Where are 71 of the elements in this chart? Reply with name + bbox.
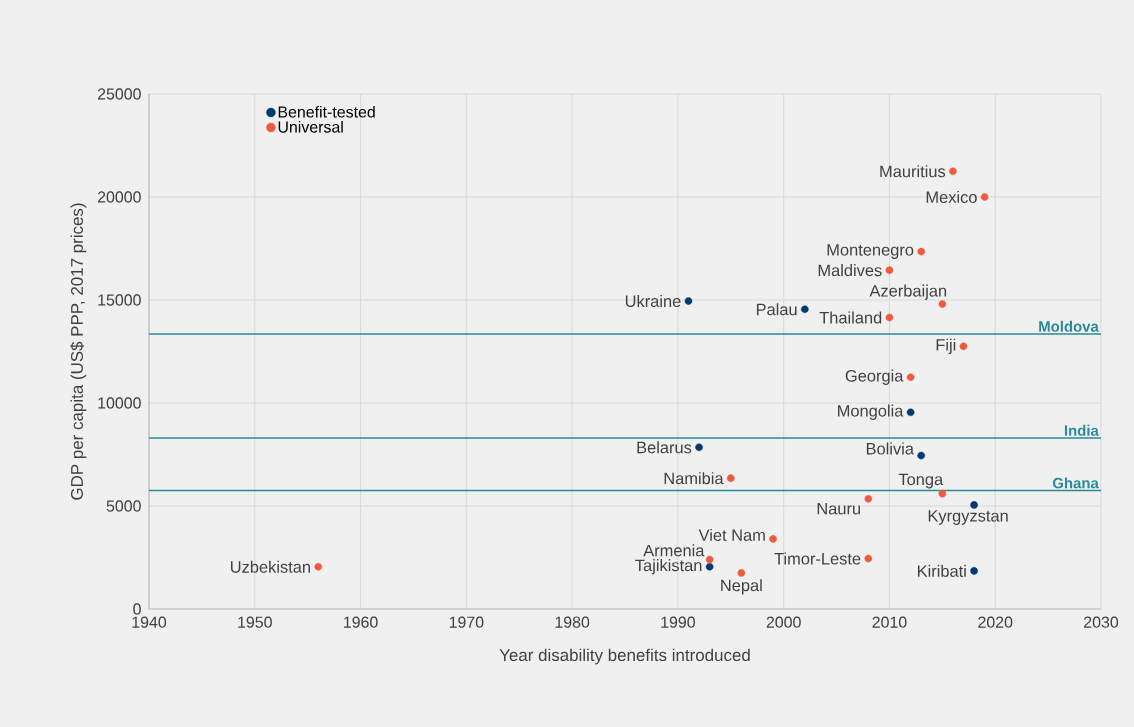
- point: [885, 313, 894, 322]
- point: [885, 266, 894, 274]
- annotation: Fiji: [936, 338, 956, 354]
- point: [917, 451, 925, 460]
- annotation: Georgia: [845, 369, 904, 385]
- point: [938, 489, 947, 498]
- point: [949, 167, 957, 176]
- point: [705, 562, 714, 571]
- x-tick-label: 1940: [132, 616, 167, 628]
- x-tick-label: 1980: [555, 616, 590, 628]
- y-tick-label: 20000: [97, 191, 141, 203]
- point: [726, 474, 735, 482]
- annotation: Belarus: [637, 441, 692, 454]
- annotation: Tajikistan: [635, 559, 702, 575]
- x-tick-label: 2030: [1084, 616, 1119, 628]
- x-tick-label: 1990: [661, 616, 695, 628]
- annotation: Tonga: [898, 473, 944, 489]
- annotation: Montenegro: [827, 244, 914, 259]
- y-tick-label: 5000: [106, 500, 141, 512]
- point: [864, 554, 873, 563]
- x-tick-label: 2010: [872, 616, 907, 628]
- legend-label: Benefit-tested: [278, 105, 375, 118]
- point: [970, 501, 978, 509]
- annotation: Azerbaijan: [869, 284, 947, 300]
- x-tick-label: 1970: [449, 616, 484, 628]
- annotation: Namibia: [664, 472, 724, 485]
- point: [314, 562, 323, 571]
- x-axis-title: Year disability benefits introduced: [499, 648, 750, 665]
- point: [737, 569, 746, 577]
- annotation: Nepal: [721, 579, 762, 595]
- ref-line-label: Ghana: [1052, 477, 1099, 489]
- annotation: Kiribati: [917, 564, 966, 577]
- annotation: Thailand: [819, 311, 882, 324]
- annotation: Ukraine: [625, 295, 681, 308]
- point: [959, 342, 968, 351]
- point: [864, 494, 873, 503]
- x-tick-label: 2020: [978, 616, 1013, 628]
- point: [906, 373, 915, 382]
- x-tick-label: 1960: [344, 616, 378, 628]
- y-tick-label: 10000: [98, 397, 141, 409]
- point: [906, 408, 915, 417]
- annotation: Kyrgyzstan: [928, 510, 1008, 525]
- point: [970, 567, 978, 575]
- annotation: Palau: [756, 303, 797, 316]
- y-axis-title: GDP per capita (US$ PPP, 2017 prices): [70, 203, 87, 500]
- annotation: Mexico: [926, 190, 977, 204]
- annotation: Mauritius: [880, 165, 946, 178]
- x-tick-label: 2000: [766, 616, 801, 628]
- legend-label: Universal: [278, 120, 343, 133]
- point: [980, 193, 989, 201]
- point: [917, 247, 925, 256]
- point: [801, 305, 809, 314]
- ref-line-label: India: [1064, 424, 1099, 436]
- annotation: Bolivia: [866, 442, 914, 455]
- point: [684, 297, 693, 305]
- point: [938, 300, 947, 308]
- point: [705, 555, 714, 564]
- y-tick-label: 15000: [98, 294, 141, 306]
- annotation: Maldives: [818, 264, 882, 277]
- annotation: Armenia: [643, 544, 705, 557]
- x-tick-label: 1950: [238, 616, 272, 628]
- y-tick-label: 0: [133, 603, 141, 615]
- annotation: Uzbekistan: [231, 560, 310, 573]
- ref-line-label: Moldova: [1039, 320, 1099, 332]
- point: [695, 443, 703, 452]
- annotation: Viet Nam: [698, 528, 765, 541]
- y-tick-label: 25000: [97, 88, 141, 100]
- annotation: Mongolia: [838, 404, 904, 420]
- point: [769, 535, 777, 543]
- annotation: Nauru: [817, 502, 860, 515]
- annotation: Timor-Leste: [774, 552, 861, 565]
